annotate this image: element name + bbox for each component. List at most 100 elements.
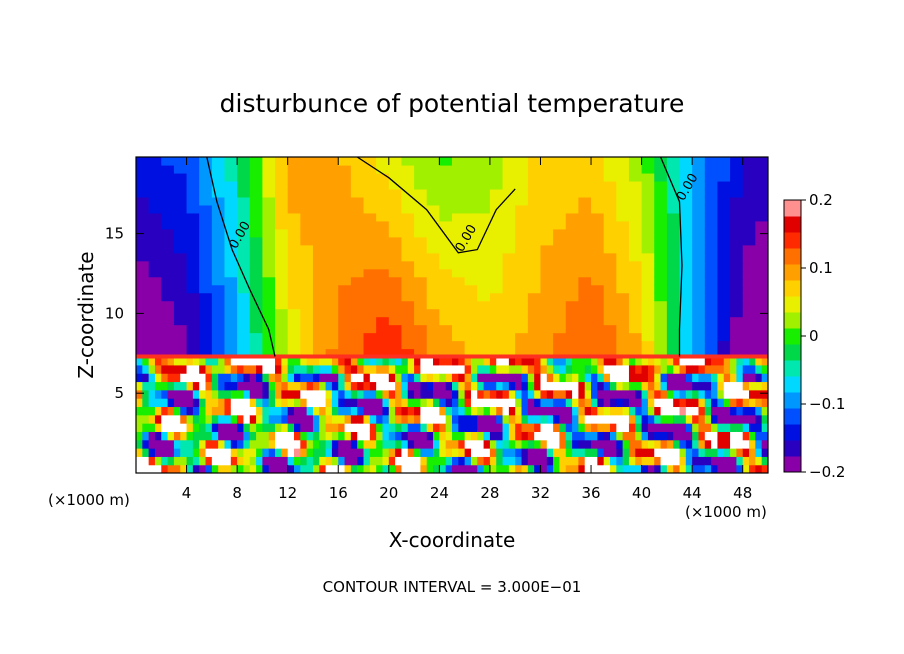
heat-cell [692, 398, 700, 408]
heat-cell [224, 164, 238, 174]
heat-cell [161, 340, 175, 350]
heat-cell [628, 260, 643, 270]
heat-cell [553, 316, 567, 326]
heat-cell [704, 414, 712, 424]
heat-cell [692, 406, 700, 416]
heat-cell [148, 164, 162, 174]
heat-cell [477, 381, 485, 391]
heat-cell [755, 332, 768, 342]
heat-cell [142, 448, 150, 457]
heat-cell [218, 448, 226, 457]
heat-cell [553, 464, 561, 473]
heat-cell [154, 389, 162, 399]
heat-cell [199, 456, 207, 466]
heat-cell [578, 373, 586, 383]
heat-cell [540, 284, 554, 294]
heat-cell [470, 448, 478, 457]
heat-cell [470, 406, 478, 416]
heat-cell [300, 423, 308, 432]
heat-cell [211, 398, 219, 408]
heat-cell [199, 276, 213, 286]
heat-cell [458, 464, 466, 473]
heat-cell [730, 252, 744, 262]
heat-cell [142, 406, 150, 416]
heat-cell [249, 220, 263, 230]
heat-cell [262, 431, 270, 441]
heat-cell [565, 180, 579, 190]
heat-cell [452, 448, 459, 457]
heat-cell [199, 316, 213, 326]
heat-cell [502, 348, 516, 358]
heat-cell [711, 456, 719, 466]
heat-cell [148, 188, 162, 198]
heat-cell [173, 164, 188, 174]
heat-cell [312, 188, 327, 198]
heat-cell [578, 414, 586, 424]
heat-cell [502, 164, 516, 174]
heat-cell [452, 308, 466, 318]
heat-cell [647, 389, 655, 399]
heat-cell [300, 381, 308, 391]
heat-cell [331, 423, 339, 432]
heat-cell [761, 464, 768, 473]
heat-cell [395, 381, 403, 391]
heat-cell [742, 292, 756, 302]
heat-cell [275, 414, 282, 424]
heat-cell [136, 414, 143, 424]
heat-cell [262, 157, 276, 166]
heat-cell [508, 414, 516, 424]
heat-cell [287, 389, 295, 399]
heat-cell [527, 464, 535, 473]
heat-cell [249, 276, 263, 286]
heat-cell [420, 423, 428, 432]
heat-cell [527, 308, 542, 318]
heat-cell [502, 364, 510, 374]
heat-cell [249, 316, 263, 326]
heat-cell [287, 456, 295, 466]
heat-cell [433, 364, 440, 374]
heat-cell [559, 448, 567, 457]
heat-cell [692, 389, 700, 399]
heat-cell [237, 316, 251, 326]
heat-cell [755, 389, 763, 399]
heat-cell [515, 414, 523, 424]
heat-cell [641, 164, 655, 174]
heat-cell [173, 180, 188, 190]
heat-cell [268, 373, 276, 383]
heat-cell [654, 220, 668, 230]
heat-cell [338, 308, 352, 318]
heat-cell [723, 356, 731, 366]
heat-cell [477, 164, 491, 174]
heat-cell [692, 348, 706, 358]
heat-cell [692, 164, 706, 174]
heat-cell [262, 332, 276, 342]
heat-cell [161, 252, 175, 262]
heat-cell [704, 180, 719, 190]
heat-cell [300, 228, 314, 238]
heat-cell [433, 464, 440, 473]
heat-cell [711, 464, 719, 473]
heat-cell [723, 448, 731, 457]
heat-cell [319, 389, 327, 399]
heat-cell [331, 456, 339, 466]
heat-cell [591, 196, 605, 206]
heat-cell [173, 332, 188, 342]
heat-cell [199, 423, 207, 432]
heat-cell [136, 284, 150, 294]
heat-cell [477, 260, 491, 270]
heat-cell [553, 228, 567, 238]
heat-cell [439, 381, 447, 391]
heat-cell [401, 236, 415, 246]
heat-cell [761, 448, 768, 457]
heat-cell [136, 164, 150, 174]
heat-cell [350, 364, 358, 374]
heat-cell [439, 228, 453, 238]
heat-cell [300, 188, 314, 198]
heat-cell [502, 431, 510, 441]
heat-cell [742, 308, 756, 318]
heat-cell [483, 406, 491, 416]
heat-cell [540, 300, 554, 310]
heat-cell [458, 381, 466, 391]
heat-cell [761, 414, 768, 424]
